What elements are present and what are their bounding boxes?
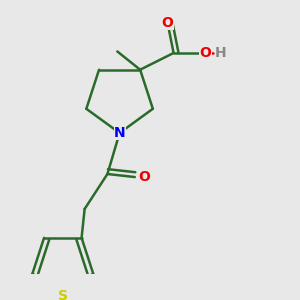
Text: O: O: [200, 46, 211, 60]
Text: H: H: [215, 46, 226, 60]
Text: O: O: [162, 16, 173, 30]
Text: O: O: [138, 170, 150, 184]
Text: N: N: [114, 126, 125, 140]
Text: S: S: [58, 289, 68, 300]
